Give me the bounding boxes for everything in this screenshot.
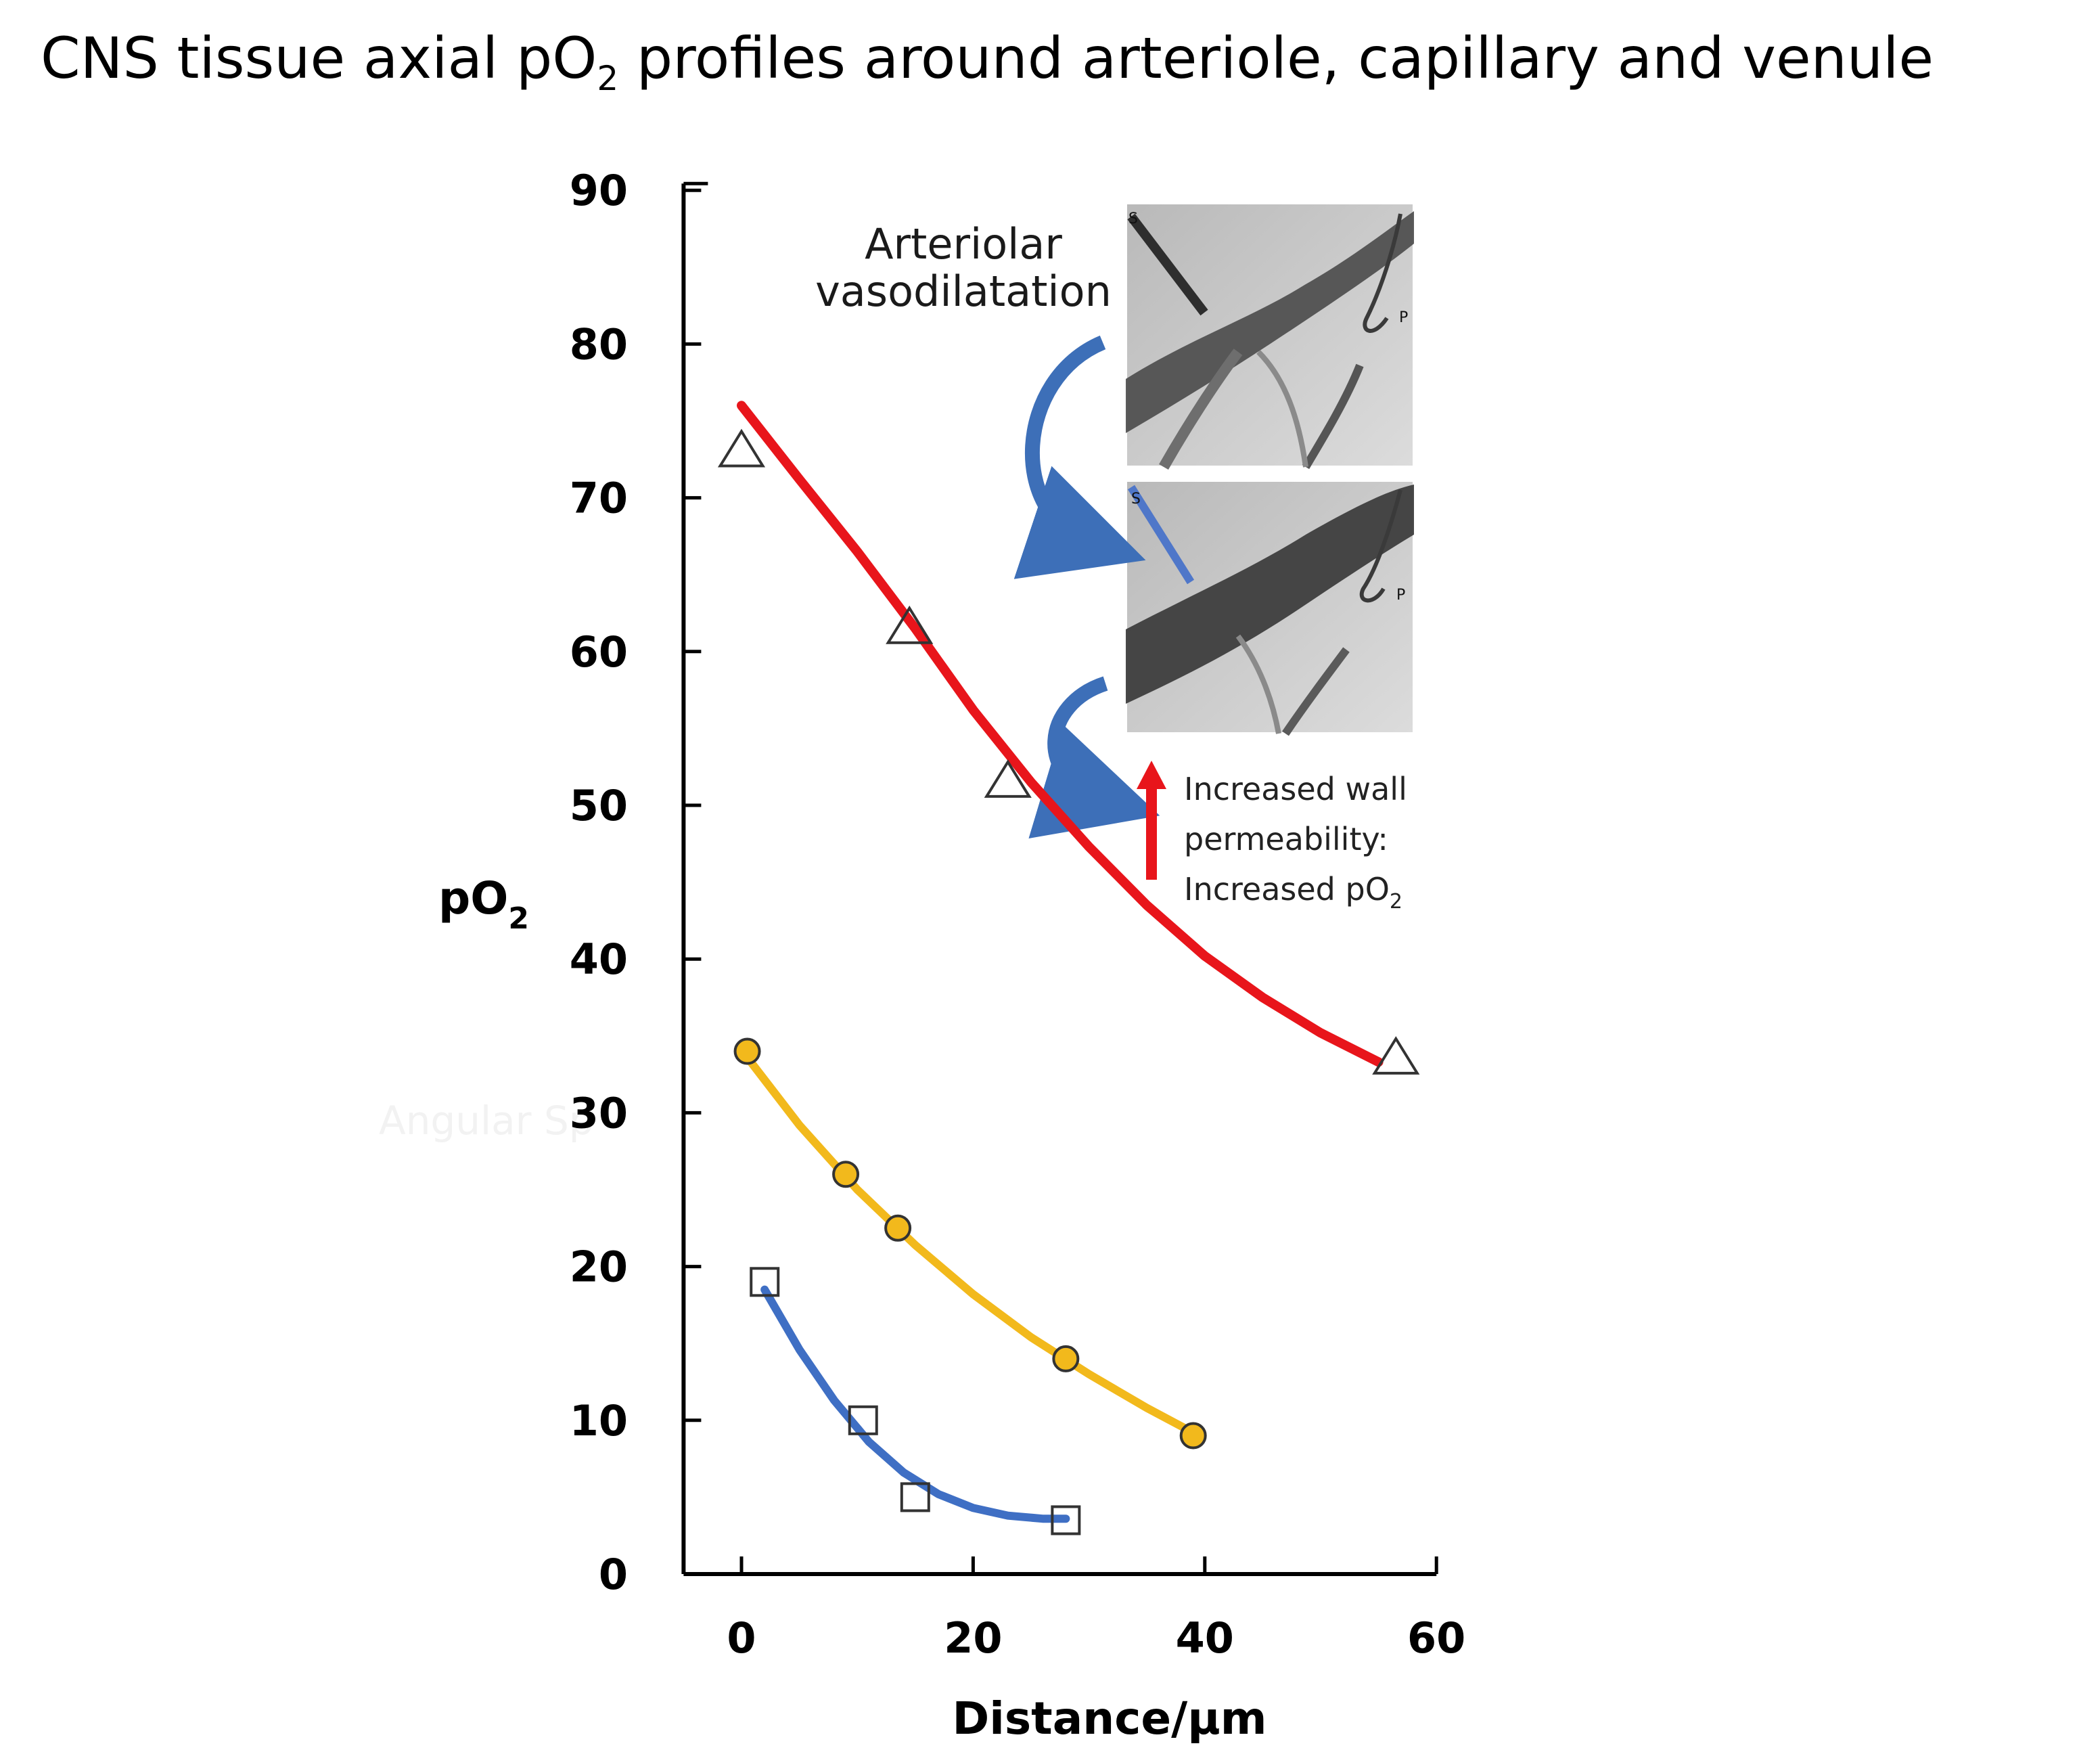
series-group bbox=[717, 401, 1420, 1535]
annotation-permeability-line3: Increased pO2 bbox=[1184, 871, 1402, 914]
y-tick-label: 0 bbox=[599, 1550, 628, 1599]
capillary-point bbox=[1179, 1422, 1207, 1450]
arteriole-fit-line bbox=[737, 401, 1384, 1067]
x-tick-label: 0 bbox=[727, 1613, 756, 1663]
blue-curved-arrow-top bbox=[1013, 335, 1146, 579]
capillary-point bbox=[733, 1037, 761, 1065]
blue-curved-arrow-bottom bbox=[1028, 676, 1160, 838]
venule-point bbox=[1051, 1505, 1081, 1535]
arteriole-point bbox=[717, 428, 766, 468]
micrograph-bottom-s-label: S bbox=[1131, 491, 1141, 508]
annotation-permeability-line3-sub: 2 bbox=[1390, 890, 1402, 914]
venule-point bbox=[900, 1482, 930, 1512]
y-axis-title: pO2 bbox=[438, 872, 529, 936]
annotation-vasodilatation-line2: vasodilatation bbox=[815, 267, 1112, 316]
micrograph-top-s-label: S bbox=[1128, 210, 1138, 227]
y-tick-label: 40 bbox=[570, 935, 628, 984]
capillary-point bbox=[1052, 1345, 1080, 1372]
y-tick-label: 60 bbox=[570, 627, 628, 677]
red-up-arrow bbox=[1137, 761, 1166, 880]
annotation-permeability-line2: permeability: bbox=[1184, 821, 1388, 857]
y-tick-label: 70 bbox=[570, 474, 628, 523]
venule-point bbox=[750, 1267, 780, 1297]
arteriole-point bbox=[1372, 1036, 1420, 1075]
title-rest: profiles around arteriole, capillary and… bbox=[618, 25, 1934, 91]
page-title: CNS tissue axial pO2 profiles around art… bbox=[41, 24, 1934, 99]
x-tick-label: 20 bbox=[944, 1613, 1002, 1663]
y-tick-label: 80 bbox=[570, 319, 628, 369]
series-venule bbox=[750, 1267, 1081, 1535]
x-tick-label: 40 bbox=[1176, 1613, 1234, 1663]
y-tick-label: 10 bbox=[570, 1396, 628, 1445]
y-axis-title-main: pO bbox=[438, 872, 508, 924]
x-axis-title: Distance/µm bbox=[952, 1692, 1266, 1745]
annotation-permeability-line1: Increased wall bbox=[1184, 771, 1407, 807]
micrograph-top-p-label: P bbox=[1399, 309, 1408, 326]
y-tick-label: 20 bbox=[570, 1242, 628, 1292]
title-main: CNS tissue axial pO bbox=[41, 25, 597, 91]
y-tick-label: 90 bbox=[570, 166, 628, 215]
capillary-fit-line bbox=[743, 1053, 1197, 1437]
series-arteriole bbox=[717, 401, 1420, 1075]
x-tick-label: 60 bbox=[1407, 1613, 1465, 1663]
arteriole-point bbox=[886, 605, 934, 644]
y-axis-title-sub: 2 bbox=[508, 901, 529, 936]
y-tick-label: 50 bbox=[570, 781, 628, 830]
venule-point bbox=[848, 1405, 878, 1435]
annotation-permeability-line3-main: Increased pO bbox=[1184, 871, 1390, 907]
micrograph-top: S P bbox=[1124, 202, 1415, 470]
series-capillary bbox=[733, 1037, 1207, 1450]
y-tick-label: 30 bbox=[570, 1088, 628, 1138]
axes bbox=[681, 181, 1438, 1576]
arteriole-point bbox=[984, 759, 1032, 798]
tick-labels: 0 10 20 30 40 50 60 70 80 90 0 20 40 60 bbox=[570, 166, 1466, 1663]
capillary-point bbox=[884, 1214, 912, 1242]
title-subscript: 2 bbox=[597, 59, 619, 98]
watermark-text: Angular Sp bbox=[379, 1098, 594, 1144]
micrograph-bottom: S P bbox=[1124, 479, 1415, 736]
capillary-point bbox=[832, 1161, 860, 1188]
micrograph-bottom-p-label: P bbox=[1396, 587, 1405, 604]
annotation-vasodilatation-line1: Arteriolar bbox=[865, 219, 1062, 269]
